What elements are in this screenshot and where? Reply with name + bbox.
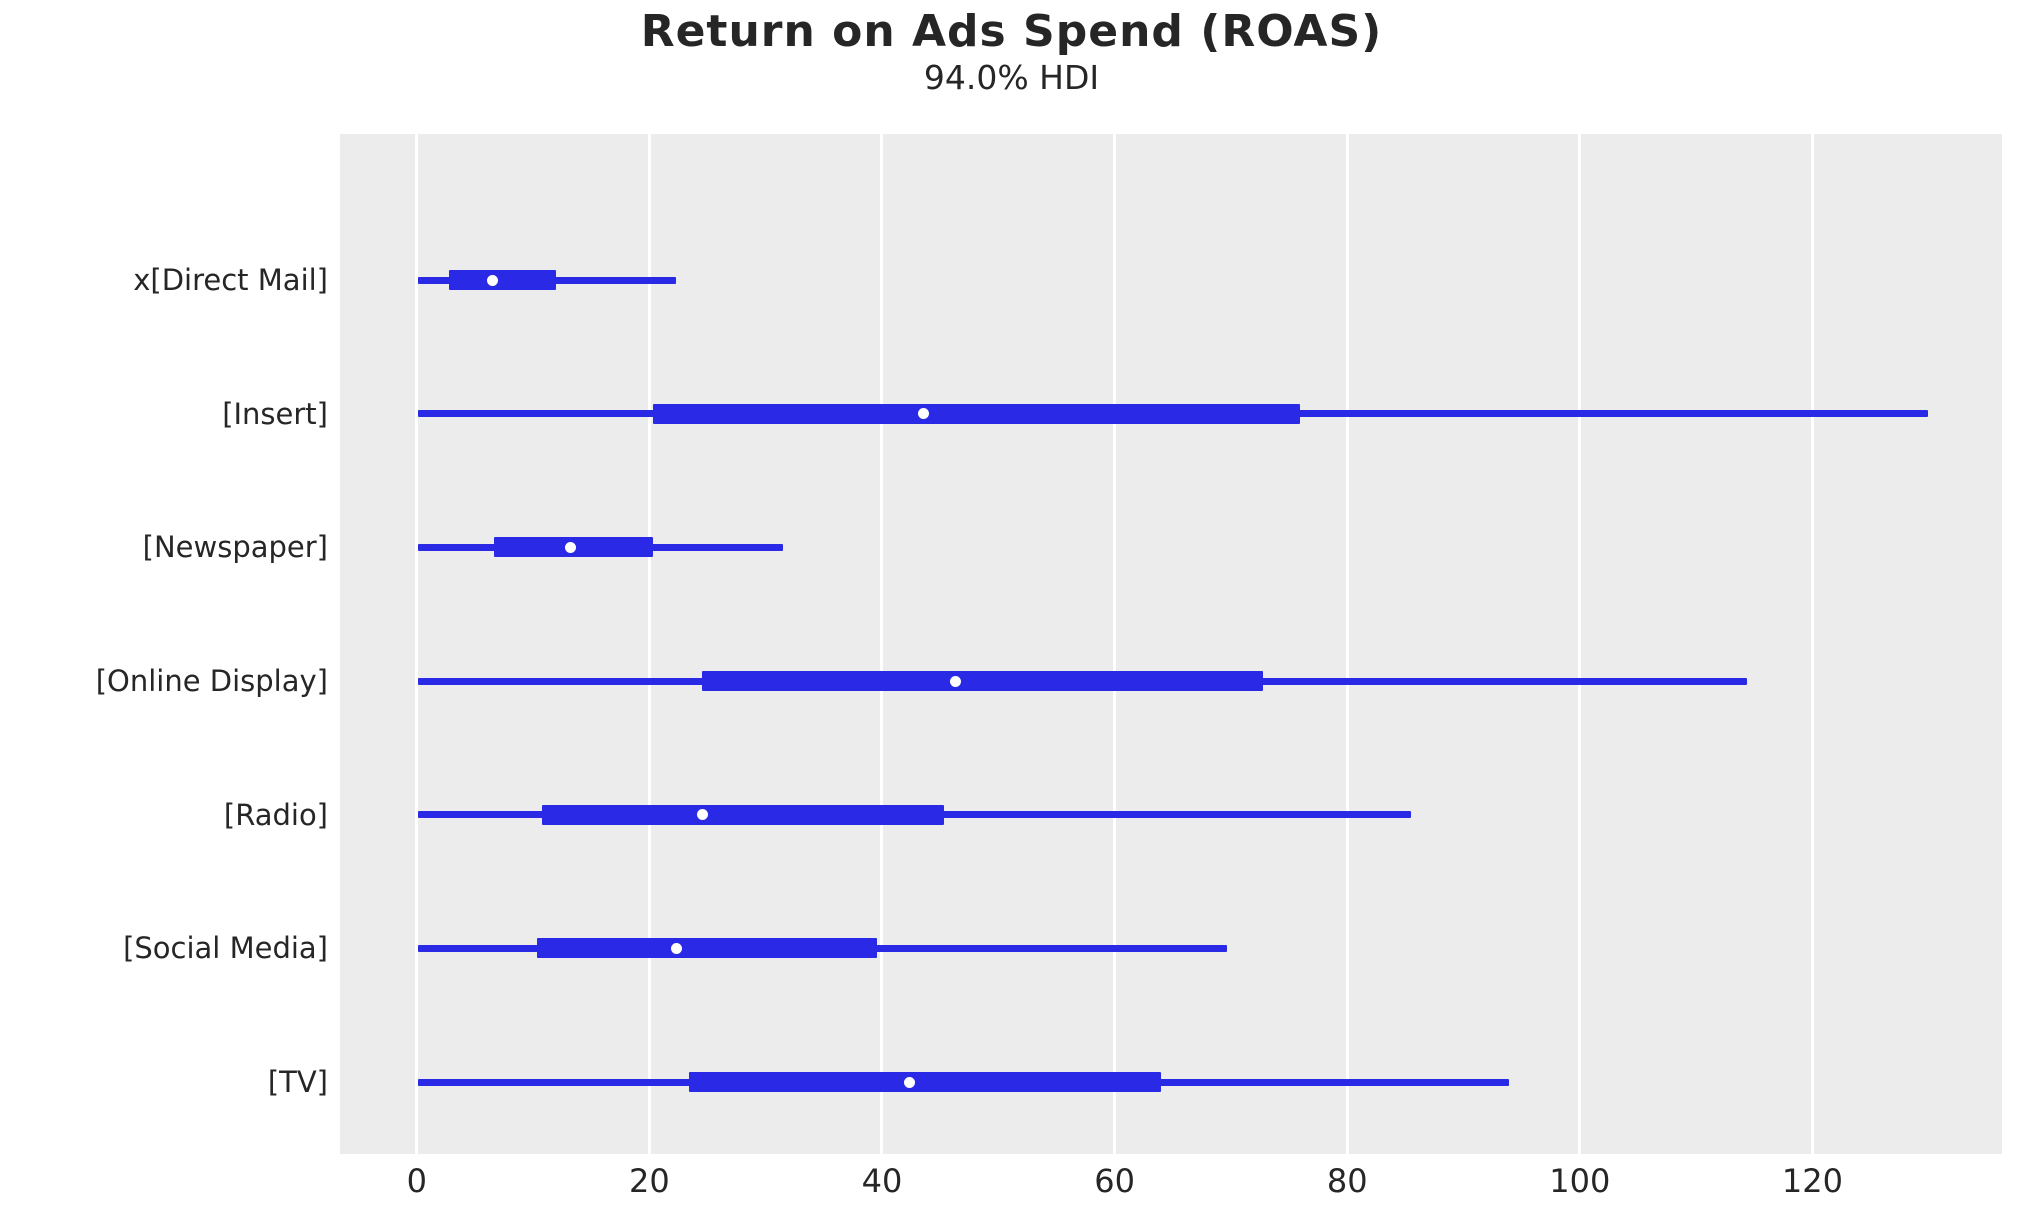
gridline [1113,134,1117,1154]
y-axis-label: x[Direct Mail] [133,263,328,297]
gridline [1345,134,1349,1154]
hdi-thick-line [449,270,557,290]
gridline [880,134,884,1154]
median-dot [560,537,580,557]
y-axis-label: [TV] [267,1065,328,1100]
chart-subtitle: 94.0% HDI [923,58,1100,97]
y-axis-label: [Insert] [222,396,328,431]
x-axis-tick-label: 60 [1094,1162,1135,1200]
gridline [1810,134,1814,1154]
hdi-thick-line [688,1072,1162,1093]
hdi-thick-line [652,403,1300,424]
median-dot [914,404,934,424]
hdi-thick-line [542,804,944,825]
median-dot [482,270,502,290]
y-axis-label: [Social Media] [123,931,328,966]
y-axis-label: [Online Display] [95,664,328,698]
median-dot [900,1072,920,1092]
gridline [647,134,651,1154]
x-axis-tick-label: 100 [1549,1162,1611,1200]
chart-title: Return on Ads Spend (ROAS) [640,6,1383,57]
hdi-thick-line [701,671,1264,691]
x-axis-tick-label: 0 [406,1162,427,1200]
x-axis-tick-label: 40 [861,1162,903,1200]
hdi-thick-line [536,938,878,959]
y-axis-label: [Newspaper] [142,530,328,565]
median-dot [693,805,713,825]
median-dot [945,671,965,691]
x-axis-tick-label: 80 [1326,1162,1368,1200]
median-dot [666,938,686,958]
x-axis-tick-label: 120 [1781,1162,1843,1200]
x-axis-tick-label: 20 [629,1162,670,1200]
plot-area [340,134,2002,1154]
y-axis-label: [Radio] [223,797,328,832]
gridline [415,134,419,1154]
gridline [1578,134,1582,1154]
